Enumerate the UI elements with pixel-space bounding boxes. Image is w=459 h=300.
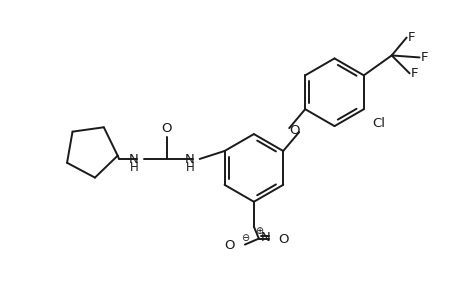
- Text: N: N: [260, 231, 270, 244]
- Text: ⊕: ⊕: [254, 226, 263, 236]
- Text: F: F: [420, 51, 427, 64]
- Text: O: O: [161, 122, 172, 135]
- Text: Cl: Cl: [371, 117, 384, 130]
- Text: F: F: [410, 67, 417, 80]
- Text: N: N: [185, 154, 194, 166]
- Text: O: O: [288, 124, 299, 136]
- Text: O: O: [277, 233, 288, 246]
- Text: F: F: [407, 31, 414, 44]
- Text: H: H: [185, 161, 194, 174]
- Text: ⊖: ⊖: [241, 232, 248, 243]
- Text: O: O: [224, 239, 235, 252]
- Text: H: H: [130, 161, 139, 174]
- Text: N: N: [129, 154, 139, 166]
